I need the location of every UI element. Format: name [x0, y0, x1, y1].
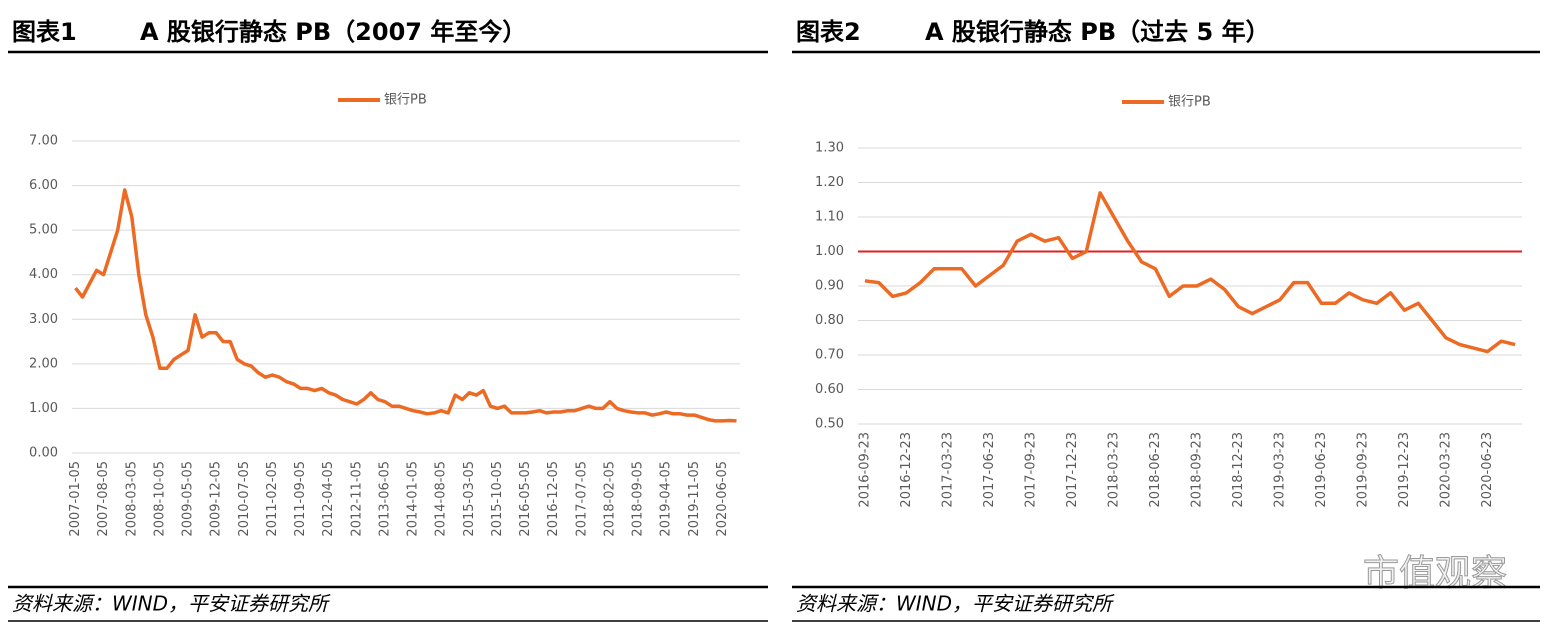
figure-label: 图表1 — [12, 18, 77, 46]
y-tick-label: 2.00 — [29, 356, 58, 371]
x-tick-label: 2007-08-05 — [96, 461, 111, 537]
y-tick-label: 3.00 — [29, 312, 58, 327]
x-tick-label: 2014-08-05 — [434, 461, 449, 537]
x-tick-label: 2016-09-23 — [857, 432, 872, 508]
chart-title: A 股银行静态 PB（2007 年至今） — [140, 18, 526, 46]
y-tick-label: 0.80 — [815, 313, 844, 328]
series-line — [74, 188, 737, 423]
y-tick-label: 0.90 — [815, 279, 844, 294]
x-tick-label: 2019-03-23 — [1272, 432, 1287, 508]
x-tick-label: 2015-10-05 — [490, 461, 505, 537]
x-tick-label: 2010-07-05 — [237, 461, 252, 537]
legend-label: 银行PB — [1168, 95, 1211, 110]
chart-title: A 股银行静态 PB（过去 5 年） — [925, 18, 1270, 46]
x-tick-label: 2020-06-23 — [1480, 432, 1495, 508]
y-tick-label: 1.00 — [815, 244, 844, 259]
x-tick-label: 2017-09-23 — [1023, 432, 1038, 508]
series-line — [864, 191, 1516, 354]
x-tick-label: 2014-01-05 — [406, 461, 421, 537]
x-tick-label: 2018-09-23 — [1189, 432, 1204, 508]
x-tick-label: 2018-09-05 — [631, 461, 646, 537]
x-tick-label: 2009-05-05 — [181, 461, 196, 537]
x-tick-label: 2017-06-23 — [982, 432, 997, 508]
x-tick-label: 2018-12-23 — [1231, 432, 1246, 508]
x-tick-label: 2019-06-23 — [1314, 432, 1329, 508]
x-tick-label: 2009-12-05 — [209, 461, 224, 537]
y-tick-label: 0.70 — [815, 348, 844, 363]
y-tick-label: 0.60 — [815, 382, 844, 397]
y-tick-label: 6.00 — [29, 178, 58, 193]
x-tick-label: 2011-09-05 — [293, 461, 308, 537]
y-tick-label: 1.10 — [815, 210, 844, 225]
x-tick-label: 2016-12-05 — [546, 461, 561, 537]
x-tick-label: 2018-02-05 — [602, 461, 617, 537]
y-tick-label: 1.00 — [29, 401, 58, 416]
x-tick-label: 2015-03-05 — [462, 461, 477, 537]
x-tick-label: 2011-02-05 — [265, 461, 280, 537]
x-tick-label: 2012-04-05 — [321, 461, 336, 537]
legend-label: 银行PB — [384, 93, 427, 108]
x-tick-label: 2016-05-05 — [518, 461, 533, 537]
y-tick-label: 0.00 — [29, 446, 58, 461]
y-tick-label: 4.00 — [29, 267, 58, 282]
x-tick-label: 2018-06-23 — [1148, 432, 1163, 508]
source-note: 资料来源：WIND，平安证券研究所 — [796, 592, 1115, 616]
x-tick-label: 2019-12-23 — [1397, 432, 1412, 508]
y-tick-label: 1.30 — [815, 141, 844, 156]
x-tick-label: 2013-06-05 — [377, 461, 392, 537]
x-tick-label: 2019-04-05 — [659, 461, 674, 537]
x-tick-label: 2012-11-05 — [349, 461, 364, 537]
x-tick-label: 2017-12-23 — [1065, 432, 1080, 508]
y-tick-label: 7.00 — [29, 134, 58, 149]
y-tick-label: 1.20 — [815, 175, 844, 190]
x-tick-label: 2008-10-05 — [152, 461, 167, 537]
x-tick-label: 2017-07-05 — [574, 461, 589, 537]
x-tick-label: 2019-11-05 — [687, 461, 702, 537]
x-tick-label: 2016-12-23 — [899, 432, 914, 508]
x-tick-label: 2007-01-05 — [68, 461, 83, 537]
figure-label: 图表2 — [796, 18, 861, 46]
x-tick-label: 2018-03-23 — [1106, 432, 1121, 508]
x-tick-label: 2017-03-23 — [940, 432, 955, 508]
x-tick-label: 2008-03-05 — [124, 461, 139, 537]
x-tick-label: 2020-03-23 — [1438, 432, 1453, 508]
x-tick-label: 2019-09-23 — [1355, 432, 1370, 508]
y-tick-label: 0.50 — [815, 417, 844, 432]
source-note: 资料来源：WIND，平安证券研究所 — [12, 592, 331, 616]
y-tick-label: 5.00 — [29, 223, 58, 238]
x-tick-label: 2020-06-05 — [715, 461, 730, 537]
